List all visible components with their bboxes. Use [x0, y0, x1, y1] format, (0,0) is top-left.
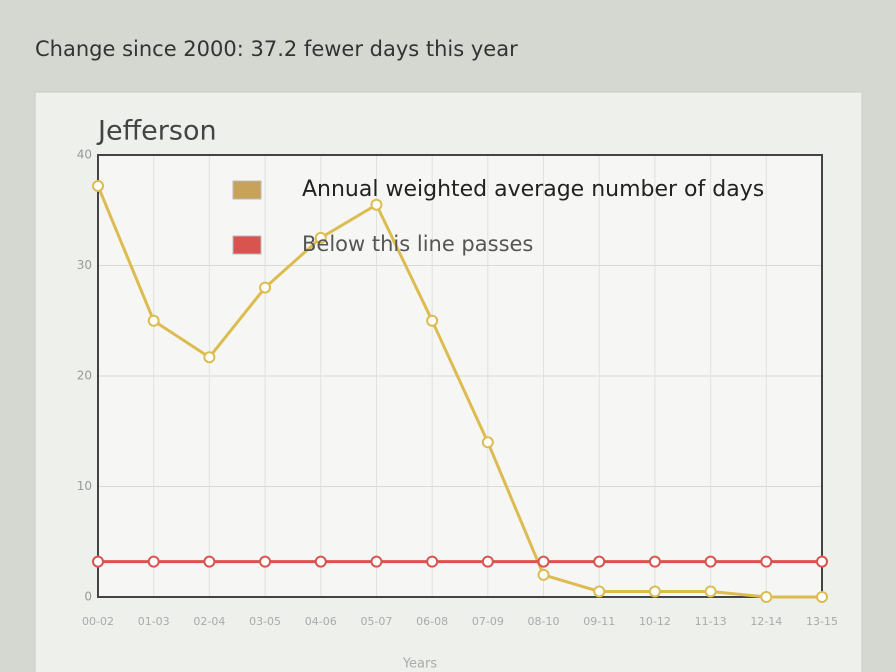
y-tick-label: 10 [77, 479, 92, 493]
data-point [704, 585, 717, 598]
data-point [593, 585, 606, 598]
y-tick-label: 0 [84, 590, 92, 604]
data-point [314, 231, 327, 244]
x-axis-label: Years [402, 657, 438, 672]
data-point [426, 555, 439, 568]
x-tick-label: 05-07 [360, 615, 392, 628]
y-tick-label: 30 [77, 258, 92, 272]
data-point [760, 591, 773, 603]
x-tick-label: 08-10 [528, 615, 560, 628]
legend-swatch [232, 235, 262, 255]
data-point [816, 591, 828, 603]
x-tick-label: 06-08 [416, 615, 448, 628]
x-tick-label: 10-12 [639, 615, 671, 628]
data-point [203, 555, 216, 568]
data-point [370, 198, 383, 211]
legend-swatch [232, 180, 262, 200]
data-point [481, 555, 494, 568]
y-tick-label: 40 [77, 148, 92, 162]
data-point [426, 314, 439, 327]
series-line [96, 185, 822, 599]
x-tick-label: 09-11 [583, 615, 615, 628]
y-tick-label: 20 [77, 369, 92, 383]
x-tick-label: 11-13 [695, 615, 727, 628]
data-point [704, 555, 717, 568]
data-point [537, 568, 550, 581]
data-point [92, 555, 104, 568]
x-tick-label: 07-09 [472, 615, 504, 628]
data-point [314, 555, 327, 568]
data-point [259, 281, 272, 294]
x-tick-label: 13-15 [806, 615, 838, 628]
plot-border [97, 154, 823, 598]
data-point [147, 314, 160, 327]
data-point [259, 555, 272, 568]
x-tick-label: 04-06 [305, 615, 337, 628]
x-tick-label: 02-04 [193, 615, 225, 628]
legend-label: Annual weighted average number of days [302, 177, 764, 202]
data-point [648, 585, 661, 598]
data-point [92, 179, 104, 192]
data-point [147, 555, 160, 568]
data-point [816, 555, 828, 568]
header-text: Change since 2000: 37.2 fewer days this … [35, 37, 518, 61]
data-point [648, 555, 661, 568]
data-point [370, 555, 383, 568]
data-point [537, 555, 550, 568]
data-point [481, 436, 494, 449]
x-tick-label: 12-14 [750, 615, 782, 628]
data-point [760, 555, 773, 568]
plot: 0 10 20 30 40 00-02 01-03 02-04 03-05 04-06 05-07 0… [77, 148, 838, 629]
data-point [203, 351, 216, 364]
legend-label: Below this line passes [302, 232, 533, 256]
chart-title: Jefferson [96, 116, 217, 147]
x-tick-label: 03-05 [249, 615, 281, 628]
x-tick-label: 00-02 [82, 615, 114, 628]
x-tick-label: 01-03 [138, 615, 170, 628]
data-point [593, 555, 606, 568]
